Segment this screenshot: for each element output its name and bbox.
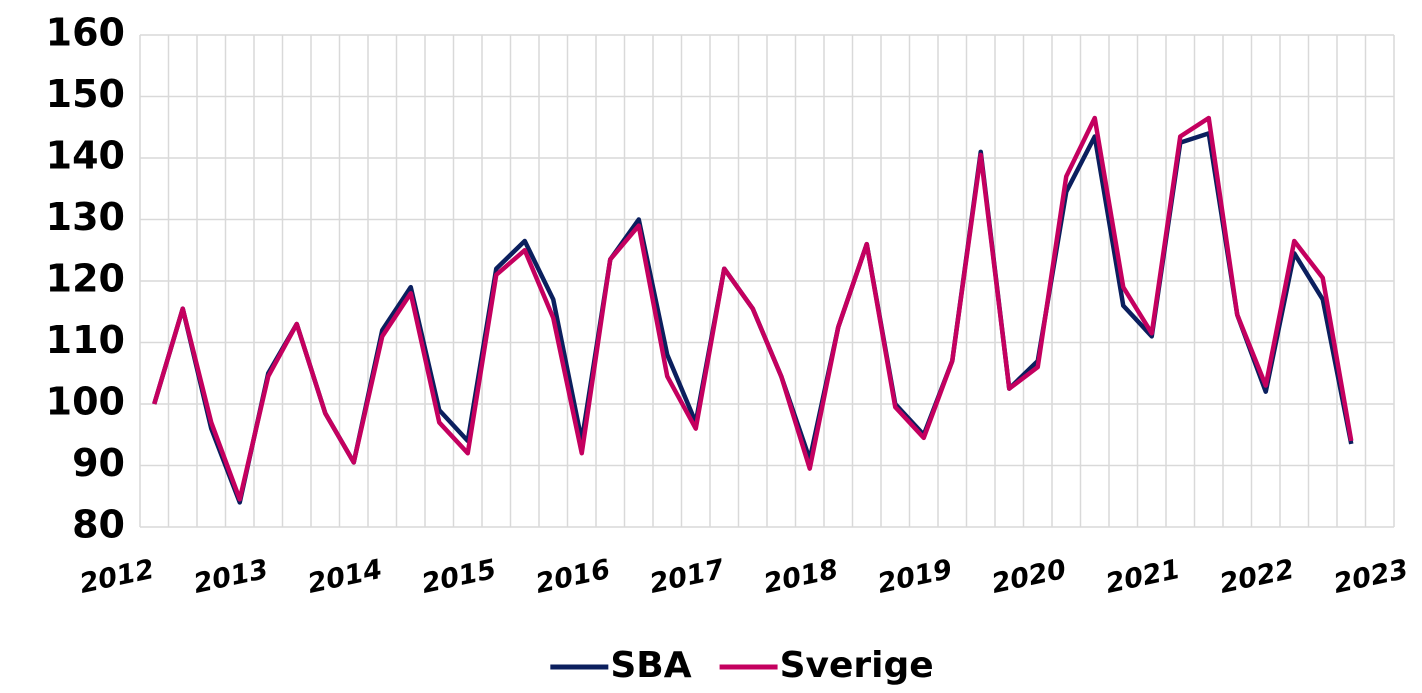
x-tick-label: 2013 [191, 554, 271, 600]
x-tick-label: 2015 [419, 554, 499, 600]
x-tick-label: 2020 [989, 554, 1069, 600]
legend-label: SBA [610, 645, 691, 686]
x-tick-label: 2014 [305, 554, 385, 600]
x-tick-label: 2021 [1103, 554, 1183, 600]
x-tick-label: 2012 [77, 554, 157, 600]
x-tick-label: 2022 [1217, 554, 1297, 600]
legend-label: Sverige [780, 645, 934, 686]
series-line [152, 115, 1354, 502]
y-tick-label: 130 [46, 195, 125, 239]
y-tick-label: 100 [46, 380, 125, 424]
x-tick-label: 2017 [647, 554, 727, 600]
y-tick-label: 150 [46, 72, 125, 116]
y-tick-label: 160 [46, 11, 125, 55]
y-tick-label: 80 [72, 503, 125, 547]
y-tick-label: 90 [72, 441, 125, 485]
x-tick-label: 2019 [875, 554, 955, 600]
y-tick-label: 140 [46, 134, 125, 178]
x-tick-label: 2023 [1331, 554, 1411, 600]
x-tick-label: 2018 [761, 554, 841, 600]
y-tick-label: 110 [46, 318, 125, 362]
y-tick-label: 120 [46, 257, 125, 301]
x-tick-label: 2016 [533, 554, 613, 600]
